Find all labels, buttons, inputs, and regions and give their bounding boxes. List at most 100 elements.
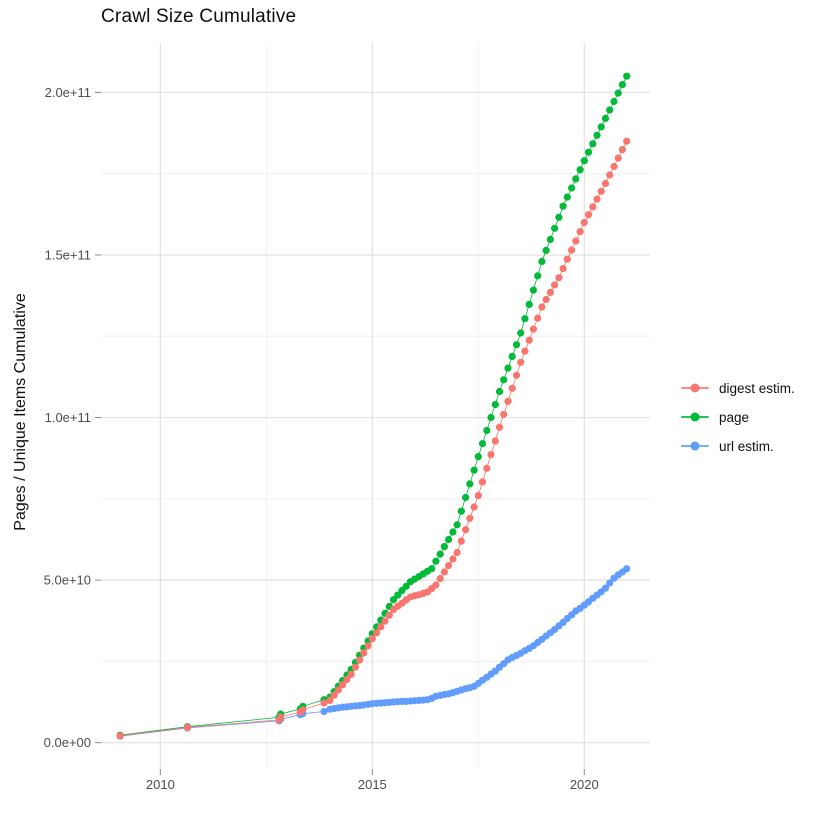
data-point — [487, 413, 495, 422]
legend: digest estim. page url estim. — [681, 377, 795, 457]
data-point — [517, 329, 525, 337]
data-point — [394, 591, 402, 599]
data-point — [474, 453, 482, 461]
data-point — [606, 171, 614, 179]
legend-dot-glyph — [690, 441, 700, 451]
data-point — [563, 255, 571, 263]
data-point — [555, 274, 563, 282]
data-point — [299, 706, 307, 714]
series-line — [120, 141, 628, 737]
data-point — [512, 341, 521, 349]
y-tick-label: 2.0e+11 — [45, 85, 91, 100]
data-point — [555, 213, 563, 221]
data-point — [610, 162, 618, 171]
data-point — [445, 561, 453, 570]
legend-key-icon — [681, 410, 709, 424]
data-point — [606, 106, 614, 114]
data-point — [320, 699, 328, 707]
data-point — [538, 303, 546, 311]
data-point — [368, 635, 376, 643]
data-point — [546, 288, 555, 296]
data-point — [432, 581, 440, 589]
data-point — [449, 555, 457, 563]
y-tick-label: 1.5e+11 — [45, 247, 91, 262]
data-point — [453, 548, 461, 557]
data-point — [521, 347, 529, 355]
data-point — [559, 265, 567, 273]
legend-key-icon — [681, 439, 709, 453]
y-tick-label: 1.0e+11 — [45, 410, 91, 425]
data-point — [381, 617, 389, 625]
series-digest-estim — [116, 137, 631, 740]
legend-dot-glyph — [690, 412, 700, 422]
data-point — [453, 521, 461, 529]
data-point — [623, 565, 631, 573]
x-tick-label: 2015 — [358, 777, 387, 792]
data-point — [563, 193, 571, 201]
data-point — [623, 137, 631, 145]
data-point — [542, 295, 550, 304]
data-point — [440, 568, 448, 576]
data-point — [580, 218, 588, 227]
data-point — [373, 629, 381, 637]
data-point — [483, 426, 491, 435]
data-point — [436, 574, 444, 583]
data-point — [339, 681, 347, 689]
data-point — [440, 543, 448, 551]
data-point — [618, 146, 627, 154]
data-point — [551, 224, 559, 232]
data-point — [576, 228, 584, 236]
data-point — [504, 397, 512, 405]
data-point — [495, 387, 504, 396]
legend-item-url-estim: url estim. — [681, 435, 795, 457]
data-point — [623, 72, 631, 80]
data-point — [364, 642, 372, 650]
data-point — [330, 691, 338, 699]
data-point — [559, 202, 567, 210]
data-point — [491, 400, 499, 409]
data-point — [432, 557, 440, 565]
data-point — [508, 384, 516, 392]
data-point — [529, 286, 538, 294]
data-point — [385, 611, 393, 619]
x-tick-label: 2020 — [570, 777, 599, 792]
data-point — [614, 89, 622, 97]
data-point — [470, 466, 478, 474]
data-point — [277, 713, 285, 721]
data-point — [470, 503, 478, 511]
data-point — [462, 526, 470, 534]
data-point — [593, 195, 601, 203]
data-point — [534, 314, 542, 322]
data-point — [326, 696, 334, 705]
data-point — [568, 246, 576, 254]
data-point — [601, 584, 610, 592]
data-point — [584, 211, 593, 219]
series-line — [120, 568, 627, 737]
legend-item-digest-estim: digest estim. — [681, 377, 795, 399]
data-point — [576, 166, 584, 174]
data-point — [517, 358, 525, 366]
chart-title: Crawl Size Cumulative — [101, 6, 297, 27]
legend-item-page: page — [681, 406, 795, 428]
data-point — [525, 336, 533, 344]
data-point — [606, 579, 614, 587]
data-point — [584, 148, 593, 156]
data-point — [601, 114, 610, 122]
data-point — [589, 140, 597, 148]
y-axis-title: Pages / Unique Items Cumulative — [12, 293, 29, 531]
data-point — [597, 187, 605, 195]
data-point — [449, 528, 457, 536]
data-point — [478, 478, 487, 486]
series-url-estim — [116, 565, 631, 740]
y-tick-label: 0.0e+00 — [44, 735, 91, 750]
data-point — [508, 352, 516, 360]
data-point — [500, 410, 508, 418]
data-point — [525, 300, 533, 308]
data-point — [360, 649, 368, 657]
legend-label: digest estim. — [719, 380, 795, 396]
data-point — [529, 325, 538, 333]
data-point — [466, 480, 474, 488]
data-point — [436, 550, 444, 558]
